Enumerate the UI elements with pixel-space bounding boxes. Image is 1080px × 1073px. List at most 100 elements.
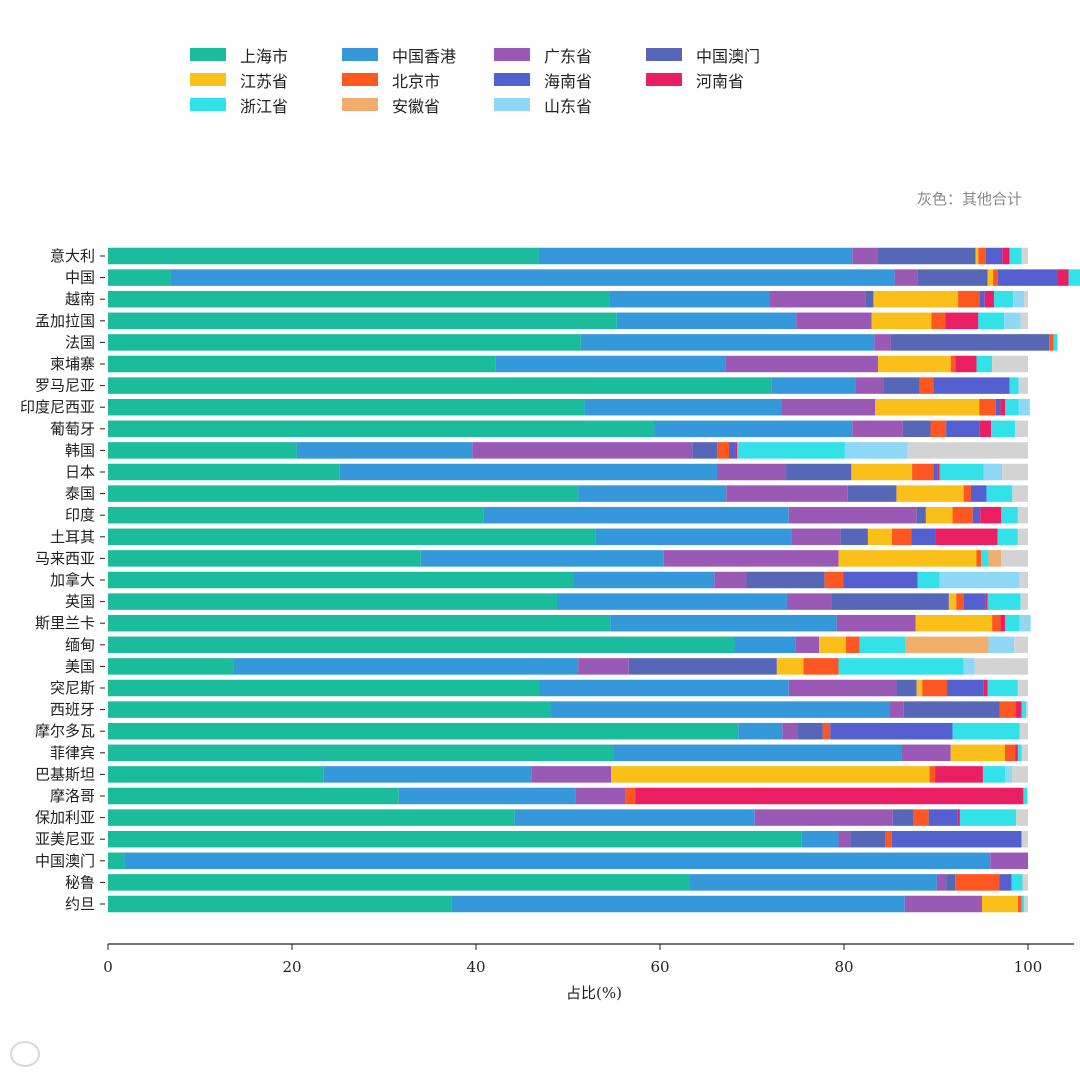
legend-swatch	[342, 73, 378, 86]
y-tick-label: 菲律宾	[50, 744, 95, 762]
bar-segment	[819, 636, 846, 654]
bar-segment	[905, 636, 989, 654]
bar-segment-other	[1017, 506, 1028, 524]
bar-segment	[896, 679, 917, 697]
bar-segment	[108, 463, 340, 481]
legend-swatch	[342, 48, 378, 61]
bar-segment	[786, 463, 852, 481]
y-tick-label: 法国	[65, 333, 95, 351]
bar-segment	[917, 269, 988, 286]
legend-label: 广东省	[544, 46, 593, 66]
bar-segment	[843, 571, 918, 589]
y-tick-label: 孟加拉国	[35, 312, 95, 330]
bar-segment	[890, 334, 1050, 351]
bar-segment	[950, 355, 956, 373]
bar-segment	[946, 420, 980, 438]
bar-segment	[976, 550, 982, 567]
bar-segment-other	[1017, 528, 1028, 546]
bar-segment	[970, 485, 987, 502]
bar-segment	[999, 701, 1017, 718]
bar-segment	[796, 312, 872, 330]
bar-segment	[997, 528, 1018, 546]
y-tick-label: 罗马尼亚	[35, 377, 95, 395]
legend-item: 安徽省	[342, 92, 494, 117]
y-tick-label: 巴基斯坦	[35, 765, 95, 783]
bar-segment	[398, 787, 576, 805]
bar-segment	[952, 506, 973, 524]
bar-segment-other	[1014, 636, 1028, 654]
bar-segment	[889, 701, 904, 718]
bar-segment	[844, 442, 908, 459]
bar-segment	[963, 658, 975, 675]
bar-segment	[939, 571, 1020, 589]
y-tick-label: 秘鲁	[65, 873, 95, 891]
bar-segment	[108, 874, 690, 891]
bar-segment	[991, 420, 1016, 438]
bar-segment-other	[1018, 377, 1028, 394]
legend-label: 中国澳门	[696, 46, 761, 66]
legend-item: 海南省	[494, 67, 646, 92]
bar-segment	[472, 442, 693, 459]
bar-segment	[963, 593, 986, 610]
bar-segment	[982, 895, 1018, 913]
legend-label: 安徽省	[392, 96, 441, 116]
bar-segment	[950, 744, 1005, 762]
bar-segment-other	[1026, 701, 1028, 718]
bar-segment	[610, 614, 837, 632]
bar-segment	[798, 722, 823, 740]
bar-segment	[975, 247, 979, 265]
bar-segment	[838, 550, 977, 567]
bar-segment	[988, 550, 1002, 567]
bar-segment	[725, 355, 879, 373]
y-tick-label: 柬埔寨	[50, 355, 95, 373]
bar-segment	[916, 679, 923, 697]
bar-segment	[997, 269, 1058, 286]
legend-swatch	[494, 98, 530, 111]
bar-segment	[852, 247, 879, 265]
bar-segment	[901, 744, 951, 762]
bar-segment	[786, 593, 832, 610]
bar-segment-other	[907, 442, 1028, 459]
bar-segment	[912, 463, 934, 481]
bar-segment	[913, 809, 929, 826]
bar-segment	[929, 766, 936, 783]
y-tick-label: 日本	[65, 463, 95, 481]
bar-segment	[978, 247, 986, 265]
bar-segment	[625, 787, 636, 805]
bar-segment	[867, 528, 892, 546]
bar-segment	[108, 571, 574, 589]
bar-segment	[883, 377, 920, 394]
bar-segment	[980, 506, 1002, 524]
bar-segment	[955, 355, 977, 373]
bar-segment	[108, 334, 581, 351]
bar-segment	[959, 809, 1017, 826]
bar-segment	[987, 679, 1018, 697]
legend-item: 中国澳门	[646, 42, 798, 67]
bar-segment	[891, 528, 912, 546]
legend-label: 中国香港	[392, 46, 457, 66]
bar-segment	[847, 485, 897, 502]
legend-item: 山东省	[494, 92, 646, 117]
bar-segment	[904, 895, 982, 913]
bar-segment	[609, 290, 770, 308]
bar-segment	[654, 420, 853, 438]
bar-segment	[945, 312, 979, 330]
bar-segment	[692, 442, 718, 459]
bar-segment	[735, 442, 738, 459]
bar-segment	[956, 593, 964, 610]
bar-segment	[108, 895, 452, 913]
bar-segment	[788, 679, 897, 697]
bar-segment	[108, 269, 171, 286]
bar-segment	[1049, 334, 1054, 351]
bar-segment	[935, 766, 983, 783]
bar-segment	[1021, 895, 1025, 913]
bar-segment	[108, 485, 579, 502]
bar-segment	[108, 528, 596, 546]
bar-segment	[108, 787, 399, 805]
bar-segment	[296, 442, 473, 459]
bar-segment	[859, 636, 906, 654]
bar-segment	[108, 809, 515, 826]
bar-segment	[108, 658, 234, 675]
bar-segment	[108, 701, 551, 718]
